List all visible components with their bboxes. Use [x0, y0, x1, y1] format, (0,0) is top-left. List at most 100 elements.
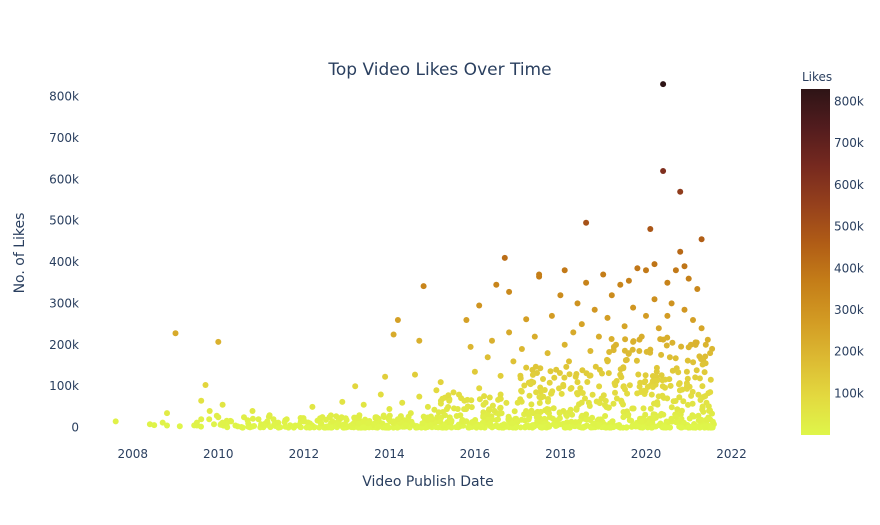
- data-point: [699, 361, 706, 368]
- data-point: [176, 423, 183, 430]
- data-point: [666, 354, 673, 361]
- data-point: [617, 281, 624, 288]
- data-point: [540, 393, 547, 400]
- data-point: [429, 416, 436, 423]
- data-point: [249, 415, 256, 422]
- data-point: [664, 279, 671, 286]
- data-point: [659, 383, 666, 390]
- data-point: [704, 336, 711, 343]
- data-point: [403, 417, 410, 424]
- data-point: [241, 414, 247, 421]
- x-axis-label: Video Publish Date: [362, 474, 494, 490]
- data-point: [613, 341, 619, 348]
- data-point: [659, 392, 666, 399]
- data-point: [215, 338, 222, 345]
- x-tick-label: 2010: [203, 447, 234, 461]
- data-point: [602, 402, 608, 409]
- data-point: [497, 405, 504, 412]
- data-point: [531, 333, 538, 340]
- data-point: [151, 422, 158, 429]
- data-point: [232, 422, 239, 429]
- data-point: [264, 418, 271, 425]
- data-point: [480, 414, 487, 421]
- data-point: [333, 413, 340, 420]
- data-point: [339, 398, 346, 405]
- x-tick-label: 2012: [289, 447, 320, 461]
- data-point: [560, 381, 567, 388]
- data-point: [651, 261, 658, 268]
- data-point: [424, 403, 431, 410]
- data-point: [690, 317, 696, 323]
- y-tick-label: 200k: [49, 338, 79, 352]
- data-point: [662, 424, 669, 431]
- data-point: [566, 358, 572, 365]
- data-point: [206, 416, 213, 423]
- data-point: [676, 387, 683, 394]
- data-point: [668, 404, 675, 411]
- data-point: [584, 379, 591, 385]
- plot-points: [112, 81, 717, 431]
- data-point: [164, 422, 170, 429]
- data-point: [466, 424, 472, 431]
- data-point: [601, 424, 607, 431]
- data-point: [493, 281, 500, 288]
- data-point: [198, 416, 205, 423]
- colorbar-gradient: [801, 89, 830, 435]
- data-point: [322, 423, 329, 430]
- data-point: [463, 317, 470, 323]
- data-point: [634, 390, 641, 397]
- data-point: [454, 406, 461, 412]
- data-point: [579, 390, 586, 396]
- data-point: [684, 375, 691, 382]
- data-point: [355, 420, 362, 427]
- data-point: [561, 374, 568, 381]
- data-point: [709, 418, 716, 425]
- data-point: [219, 401, 226, 408]
- data-point: [685, 401, 691, 408]
- data-point: [537, 408, 544, 415]
- data-point: [486, 406, 493, 413]
- data-point: [518, 388, 525, 395]
- data-point: [579, 367, 586, 374]
- data-point: [431, 406, 438, 413]
- data-point: [486, 394, 493, 401]
- y-tick-label: 700k: [49, 131, 79, 145]
- data-point: [537, 424, 544, 431]
- data-point: [696, 353, 703, 360]
- data-point: [495, 411, 502, 417]
- data-point: [534, 413, 541, 420]
- data-point: [442, 412, 448, 419]
- data-point: [618, 397, 625, 404]
- data-point: [164, 410, 170, 417]
- data-point: [623, 356, 630, 363]
- data-point: [373, 414, 380, 421]
- data-point: [643, 267, 649, 274]
- data-point: [698, 325, 705, 332]
- data-point: [365, 420, 371, 427]
- data-point: [416, 337, 423, 344]
- data-point: [658, 372, 665, 379]
- data-point: [635, 371, 642, 378]
- data-point: [695, 417, 702, 424]
- data-point: [664, 395, 671, 402]
- data-point: [635, 423, 642, 430]
- data-point: [622, 336, 629, 343]
- data-point: [239, 424, 246, 431]
- data-point: [360, 401, 367, 408]
- data-point: [427, 422, 434, 429]
- colorbar-tick-label: 500k: [834, 220, 864, 234]
- data-point: [202, 382, 209, 388]
- data-point: [433, 387, 440, 394]
- data-point: [489, 337, 495, 344]
- x-tick-label: 2014: [374, 447, 405, 461]
- data-point: [674, 406, 681, 413]
- data-point: [557, 292, 564, 299]
- data-point: [517, 372, 524, 379]
- data-point: [452, 424, 459, 431]
- data-point: [503, 399, 510, 406]
- data-point: [673, 414, 679, 421]
- data-point: [702, 341, 709, 348]
- data-point: [437, 418, 444, 425]
- data-point: [621, 323, 628, 330]
- data-point: [590, 420, 597, 427]
